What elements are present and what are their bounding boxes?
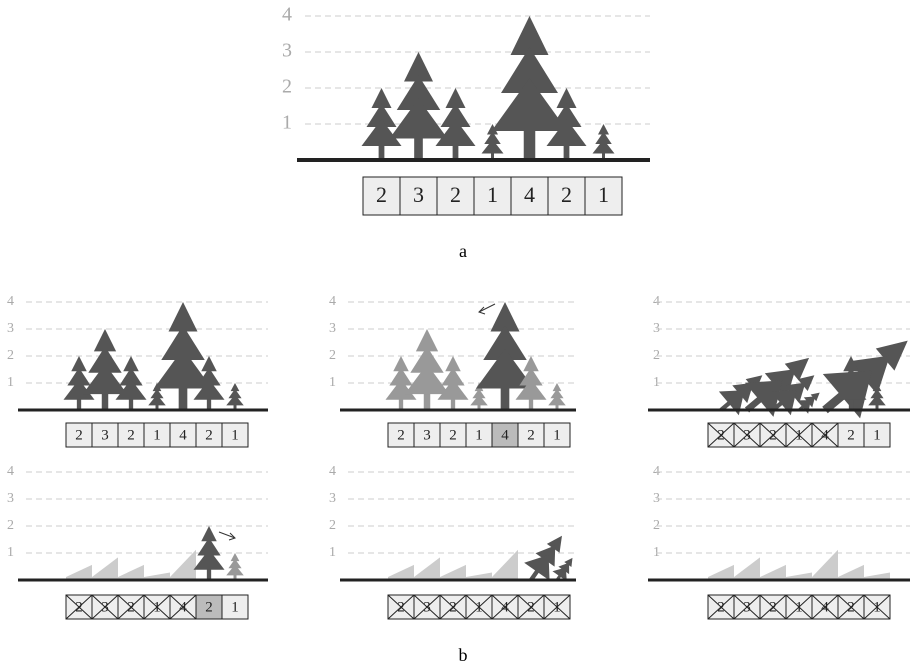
- cell-value: 2: [561, 182, 572, 207]
- panel: 12342321421: [329, 464, 580, 619]
- fallen-tree: [708, 565, 734, 580]
- cell-value: 1: [231, 427, 239, 443]
- figure: a b 1 2 3 4 2 3 2 1 4 2 1 1 2 3 4 2 3 2 1 4 2 1 1 2 3 4 2 3 2 1 4 2 1 1 2 3…: [0, 0, 911, 667]
- cell-value: 1: [231, 599, 239, 615]
- cell-value: 1: [153, 427, 161, 443]
- tree-canopy: [194, 549, 225, 569]
- fallen-tree: [734, 557, 760, 580]
- fallen-tree: [440, 565, 466, 580]
- tree-canopy: [548, 395, 566, 406]
- panel: 1 2 3 4 2 3 2 1 4 2 1: [282, 4, 650, 215]
- panel: 1 2 3 4 2 3 2 1 4 2 1: [329, 294, 576, 447]
- y-tick-label: 3: [7, 321, 14, 336]
- fallen-tree: [170, 550, 196, 580]
- cell-value: 1: [475, 427, 483, 443]
- y-tick-label: 3: [329, 491, 336, 506]
- y-tick-label: 2: [329, 348, 336, 363]
- tree-canopy: [405, 364, 450, 394]
- fallen-tree: [118, 565, 144, 580]
- tree-canopy: [868, 395, 886, 406]
- tree-canopy: [593, 140, 615, 154]
- page: {"panel_a": {"yticks": [1, 2, 3, 4], "ce…: [0, 0, 911, 667]
- tree-canopy: [470, 395, 488, 406]
- cell-value: 2: [397, 427, 405, 443]
- y-tick-label: 2: [7, 518, 14, 533]
- y-tick-label: 3: [329, 321, 336, 336]
- fallen-tree: [66, 565, 92, 580]
- fallen-tree: [760, 565, 786, 580]
- fallen-tree: [812, 550, 838, 580]
- cell-value: 2: [847, 427, 855, 443]
- y-tick-label: 2: [329, 518, 336, 533]
- fallen-tree: [838, 565, 864, 580]
- cell-value: 4: [501, 427, 509, 443]
- cell-value: 2: [450, 182, 461, 207]
- y-tick-label: 4: [329, 464, 336, 479]
- fallen-tree: [92, 557, 118, 580]
- arrow: [479, 304, 495, 312]
- cell-value: 3: [413, 182, 424, 207]
- y-tick-label: 1: [7, 545, 14, 560]
- tree: [593, 124, 615, 160]
- tree: [548, 383, 566, 410]
- cell-value: 2: [527, 427, 535, 443]
- tree: [226, 383, 244, 410]
- fallen-tree: [388, 565, 414, 580]
- y-tick-label: 3: [282, 40, 292, 62]
- tree-canopy: [148, 395, 166, 406]
- cell-value: 2: [205, 427, 213, 443]
- y-tick-label: 2: [282, 76, 292, 98]
- tree-canopy: [83, 364, 128, 394]
- cell-value: 2: [75, 427, 83, 443]
- tree-canopy: [482, 140, 504, 154]
- cell-value: 2: [205, 599, 213, 615]
- y-tick-label: 3: [7, 491, 14, 506]
- y-tick-label: 4: [282, 4, 292, 26]
- tree-canopy: [226, 395, 244, 406]
- cell-value: 1: [487, 182, 498, 207]
- cell-value: 4: [524, 182, 535, 207]
- y-tick-label: 1: [329, 375, 336, 390]
- y-tick-label: 1: [7, 375, 14, 390]
- y-tick-label: 1: [329, 545, 336, 560]
- fallen-tree: [492, 550, 518, 580]
- cell-value: 1: [873, 427, 881, 443]
- cell-value: 2: [376, 182, 387, 207]
- y-tick-label: 4: [329, 294, 336, 309]
- cell-value: 4: [179, 427, 187, 443]
- tree-canopy: [390, 99, 448, 139]
- fallen-tree: [414, 557, 440, 580]
- y-tick-label: 1: [282, 112, 292, 134]
- tree: [226, 553, 244, 580]
- cell-value: 2: [449, 427, 457, 443]
- panel: 1 2 3 4 2 3 2 1 4 2 1: [7, 294, 268, 447]
- y-tick-label: 4: [7, 464, 14, 479]
- cell-value: 1: [598, 182, 609, 207]
- y-tick-label: 4: [7, 294, 14, 309]
- panel-label: a: [459, 241, 467, 261]
- y-tick-label: 2: [7, 348, 14, 363]
- cell-value: 3: [101, 427, 109, 443]
- tree-canopy: [226, 565, 244, 576]
- cell-value: 2: [127, 427, 135, 443]
- tree: [806, 318, 911, 432]
- cell-value: 3: [423, 427, 431, 443]
- tree: [868, 383, 886, 410]
- panel-label: b: [459, 645, 468, 665]
- cell-value: 1: [553, 427, 561, 443]
